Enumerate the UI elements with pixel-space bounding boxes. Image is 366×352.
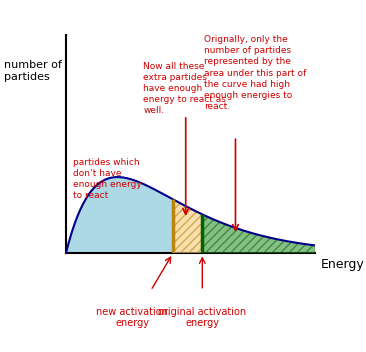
Text: Now all these
extra partides
have enough
energy to react as
well.: Now all these extra partides have enough…	[143, 62, 226, 115]
Text: Orignally, only the
number of partides
represented by the
area under this part o: Orignally, only the number of partides r…	[204, 35, 306, 111]
Text: new activation
energy: new activation energy	[96, 307, 168, 328]
Text: number of
partides: number of partides	[4, 60, 61, 82]
Text: original activation
energy: original activation energy	[158, 307, 246, 328]
Text: Energy: Energy	[320, 258, 364, 271]
Text: partides which
don’t have
enough energy
to react: partides which don’t have enough energy …	[73, 158, 142, 200]
